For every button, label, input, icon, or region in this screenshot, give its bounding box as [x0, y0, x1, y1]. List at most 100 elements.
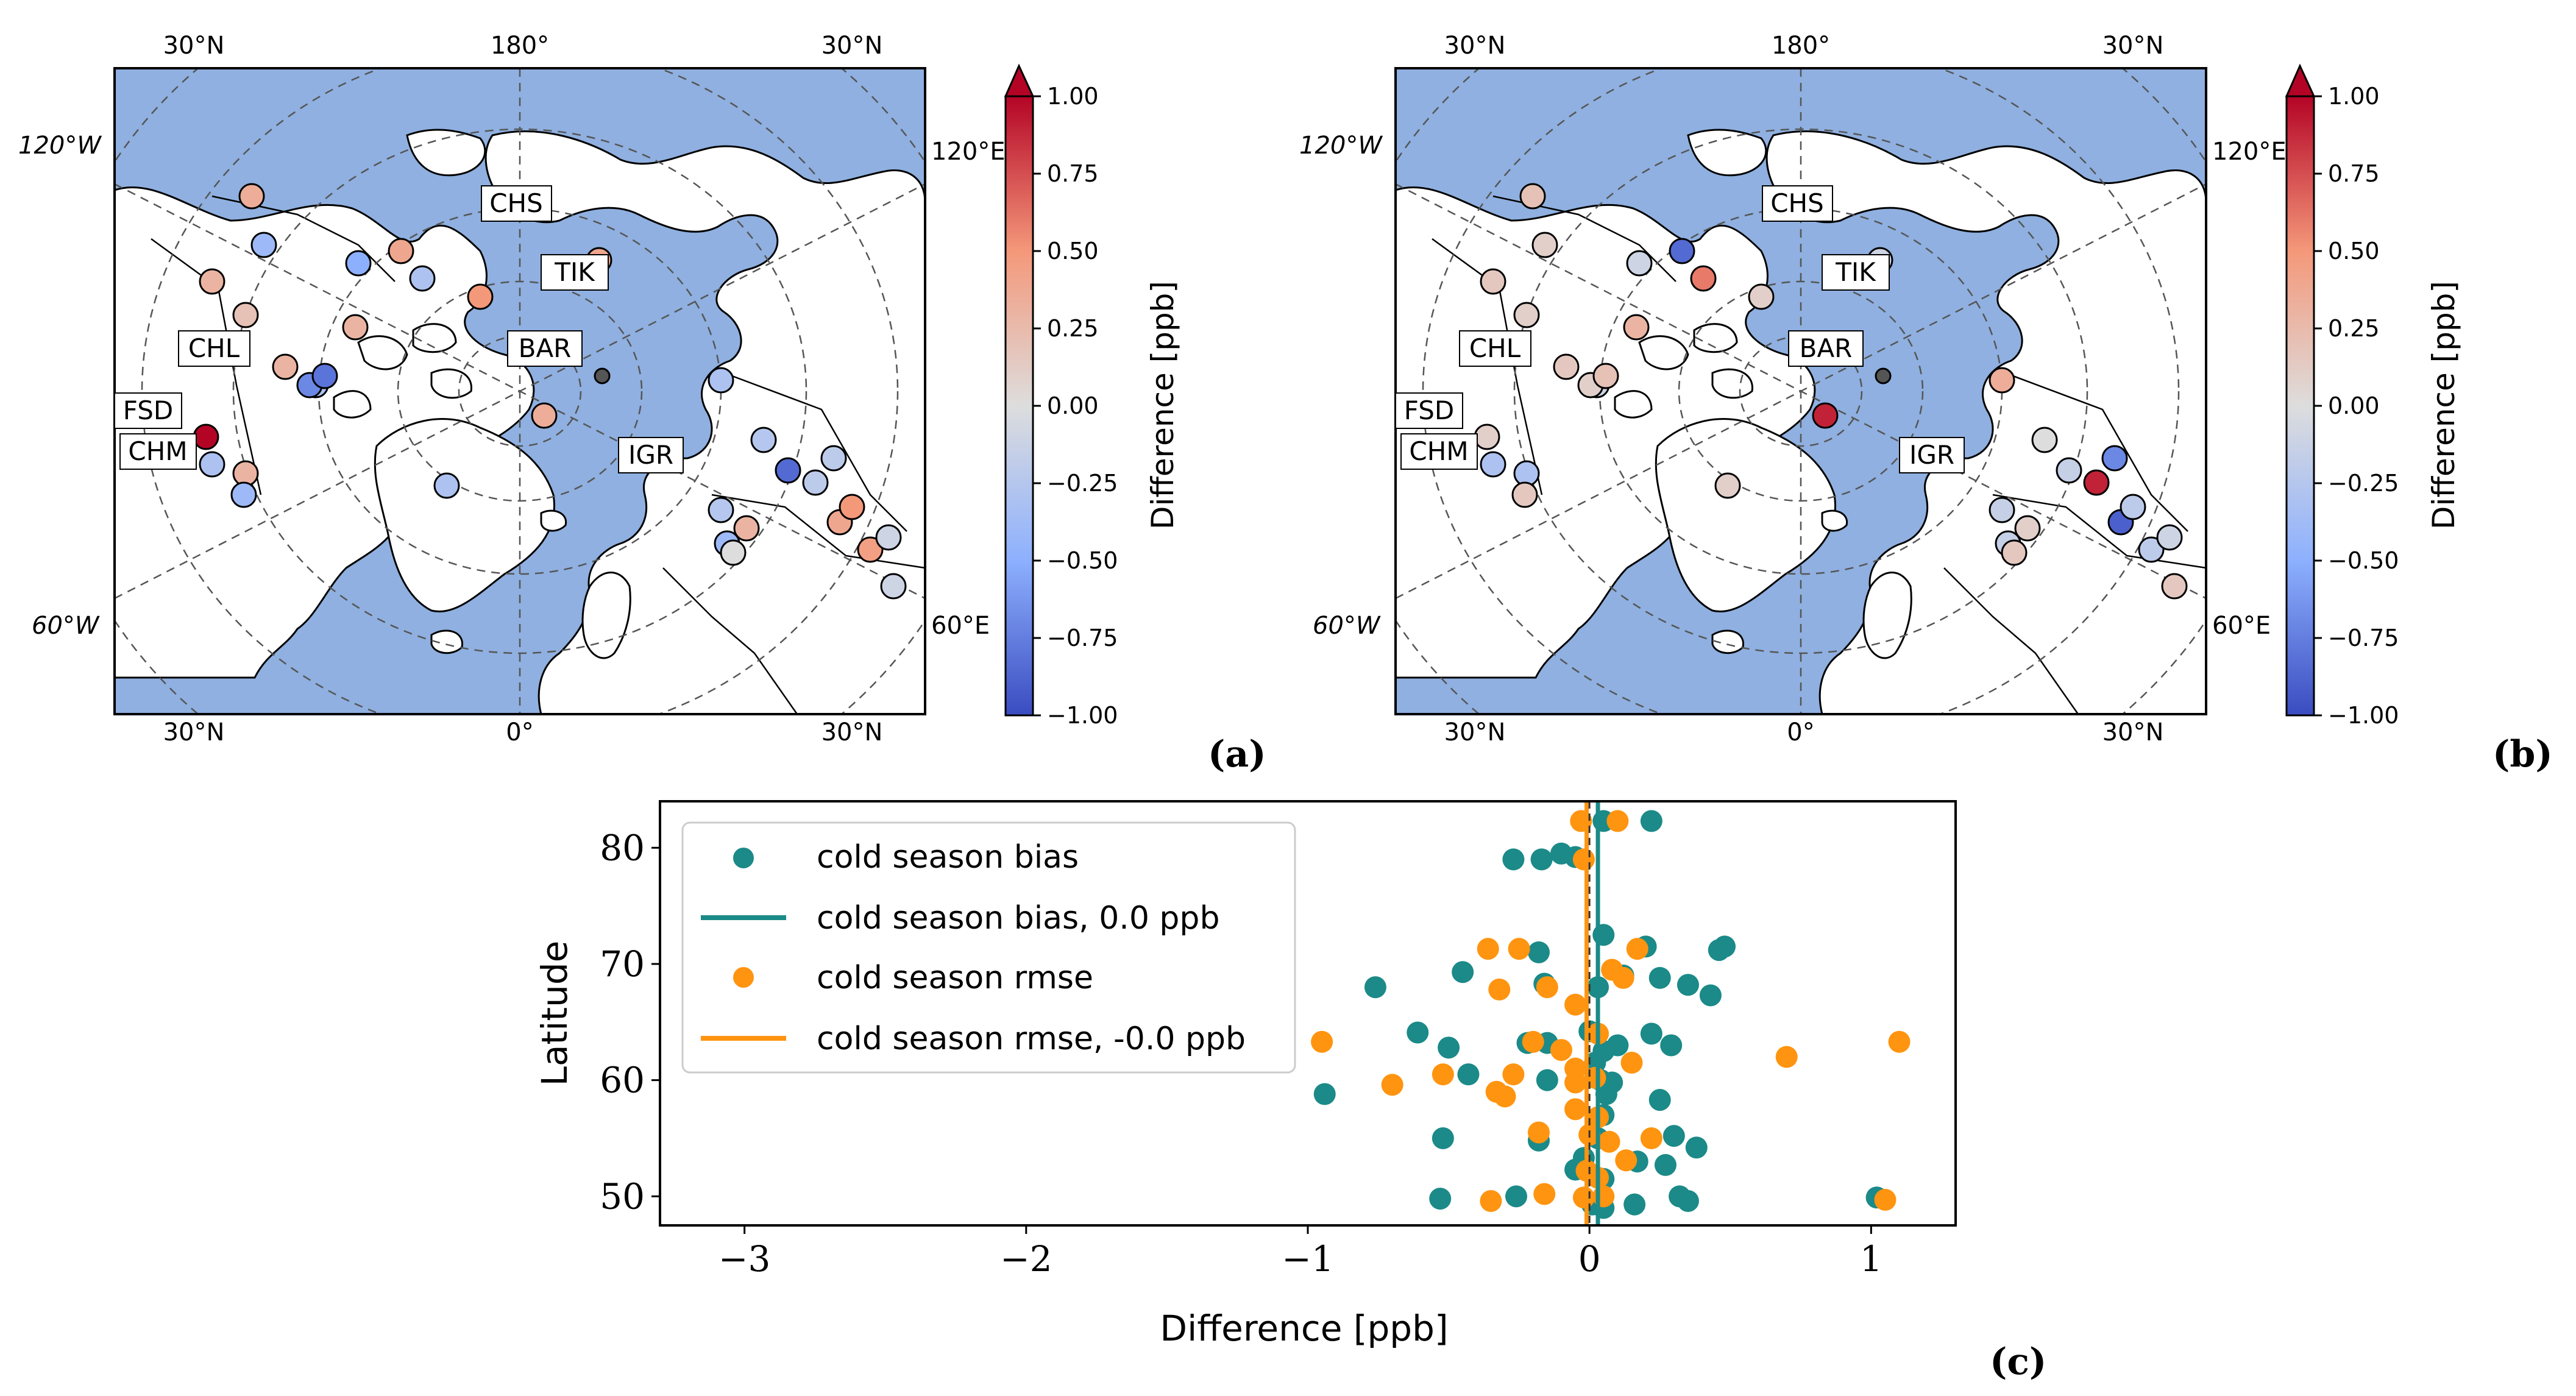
rmse-point	[1550, 1039, 1572, 1061]
a-station-marker	[199, 268, 225, 295]
b-station-marker	[1553, 353, 1580, 380]
a-station-marker	[230, 481, 257, 508]
bias-point	[1685, 1136, 1708, 1159]
bias-point	[1432, 1127, 1454, 1149]
y-tick-label: 50	[600, 1175, 645, 1217]
lon-label-right-upper: 120°E	[931, 138, 1006, 166]
colorbar-tick-label: 1.00	[2328, 83, 2380, 110]
b-bar-station-marker	[1875, 367, 1892, 384]
colorbar-tick-label: 0.50	[2328, 238, 2380, 264]
a-station-marker	[720, 539, 747, 566]
a-station-marker	[342, 314, 369, 341]
panel-label-b: (b)	[2493, 733, 2553, 776]
b-station-marker	[1511, 481, 1538, 508]
bias-point	[1648, 1089, 1671, 1111]
station-label-chm: CHM	[128, 436, 187, 466]
a-station-marker	[708, 497, 734, 523]
panel-c-axes: −3 −2 −1 0 1 50 60 70 80	[600, 827, 1882, 1280]
lon-label-top-left: 30°N	[163, 32, 225, 60]
bias-point	[1407, 1021, 1429, 1044]
a-station-marker	[775, 457, 801, 484]
bias-point	[1595, 1083, 1617, 1105]
panel-b-map	[1394, 67, 2207, 715]
bias-point	[1438, 1036, 1460, 1059]
legend-marker-bias	[733, 848, 754, 868]
rmse-point	[1874, 1189, 1897, 1211]
b-station-label-chs: CHS	[1770, 188, 1824, 218]
a-station-marker	[311, 363, 338, 389]
panel-a-station-markers	[193, 183, 907, 600]
a-station-marker	[875, 524, 902, 551]
b-station-label-bar: BAR	[1800, 333, 1853, 363]
bias-point	[1677, 1189, 1699, 1212]
rmse-point	[1564, 1098, 1587, 1121]
b-station-marker	[2083, 469, 2110, 496]
lon-label-right-lower: 60°E	[931, 612, 990, 640]
rmse-point	[1477, 938, 1499, 960]
rmse-point	[1626, 938, 1648, 960]
colorbar-tick-label: −1.00	[1047, 702, 1118, 729]
rmse-point	[1598, 1130, 1620, 1153]
x-axis-label: Difference [ppb]	[1160, 1308, 1448, 1349]
x-tick-label: −1	[1282, 1238, 1334, 1280]
b-station-marker	[1623, 314, 1650, 341]
x-tick-label: −2	[1000, 1238, 1052, 1280]
legend-label-rmse-mean: cold season rmse, -0.0 ppb	[817, 1021, 1246, 1057]
bias-point	[1527, 941, 1550, 963]
colorbar-tick-label: 0.25	[2328, 315, 2380, 342]
b-station-marker	[1669, 238, 1695, 264]
a-station-marker	[345, 250, 372, 277]
bias-point	[1699, 984, 1722, 1007]
x-tick-label: 0	[1578, 1238, 1601, 1280]
station-label-igr: IGR	[628, 440, 673, 470]
bias-point	[1530, 848, 1553, 871]
a-station-marker	[250, 232, 277, 258]
bias-point	[1640, 810, 1662, 832]
colorbar-tick-label: 0.75	[2328, 160, 2380, 187]
b-station-marker	[2001, 539, 2028, 566]
x-tick-label: −3	[719, 1238, 771, 1280]
a-station-marker	[733, 515, 760, 542]
b-station-marker	[1748, 283, 1775, 310]
panel-label-c: (c)	[1990, 1341, 2046, 1383]
rmse-point	[1488, 978, 1511, 1001]
bias-point	[1429, 1188, 1452, 1210]
bias-point	[1640, 1022, 1662, 1045]
b-lon-label-left-lower: 60°W	[1313, 612, 1381, 640]
rmse-point	[1564, 1071, 1587, 1094]
rmse-point	[1775, 1046, 1798, 1068]
rmse-point	[1572, 848, 1595, 871]
a-station-marker	[750, 427, 777, 453]
a-station-marker	[857, 536, 884, 563]
b-station-marker	[1989, 497, 2015, 523]
y-tick-label: 80	[600, 827, 645, 868]
colorbar-tick-label: −0.75	[1047, 625, 1118, 651]
legend-label-bias-mean: cold season bias, 0.0 ppb	[817, 900, 1219, 937]
bias-point	[1502, 848, 1525, 871]
station-label-chl: CHL	[188, 333, 240, 363]
a-station-marker	[232, 302, 259, 328]
b-station-label-fsd: FSD	[1404, 395, 1454, 425]
colorbar-a-label: Difference [ppb]	[1145, 281, 1180, 530]
station-label-chs: CHS	[489, 188, 543, 218]
panel-b-axis-labels: 30°N 180° 30°N 30°N 0° 30°N 120°W 60°W 1…	[1299, 32, 2287, 746]
b-station-marker	[2156, 524, 2183, 551]
b-station-marker	[2014, 515, 2041, 542]
panel-a-station-labels: CHS TIK BAR CHL FSD CHM IGR	[114, 185, 684, 473]
lon-label-bottom-right: 30°N	[821, 718, 883, 746]
lon-label-bottom-left: 30°N	[163, 718, 225, 746]
b-lon-label-top-right: 30°N	[2102, 32, 2164, 60]
bias-point	[1623, 1193, 1646, 1216]
colorbar-tick-label: 0.50	[1047, 238, 1099, 264]
b-station-marker	[1519, 183, 1546, 210]
bias-point	[1660, 1034, 1683, 1057]
rmse-point	[1612, 966, 1634, 989]
lon-label-top-center: 180°	[491, 32, 549, 60]
a-station-marker	[388, 238, 414, 264]
colorbar-tick-label: 0.00	[1047, 392, 1099, 419]
lon-label-left-upper: 120°W	[18, 132, 102, 160]
b-station-marker	[1690, 265, 1717, 292]
b-lon-label-bottom-center: 0°	[1787, 718, 1814, 746]
panel-c-plot-area	[1311, 801, 1911, 1225]
rmse-point	[1615, 1149, 1637, 1172]
